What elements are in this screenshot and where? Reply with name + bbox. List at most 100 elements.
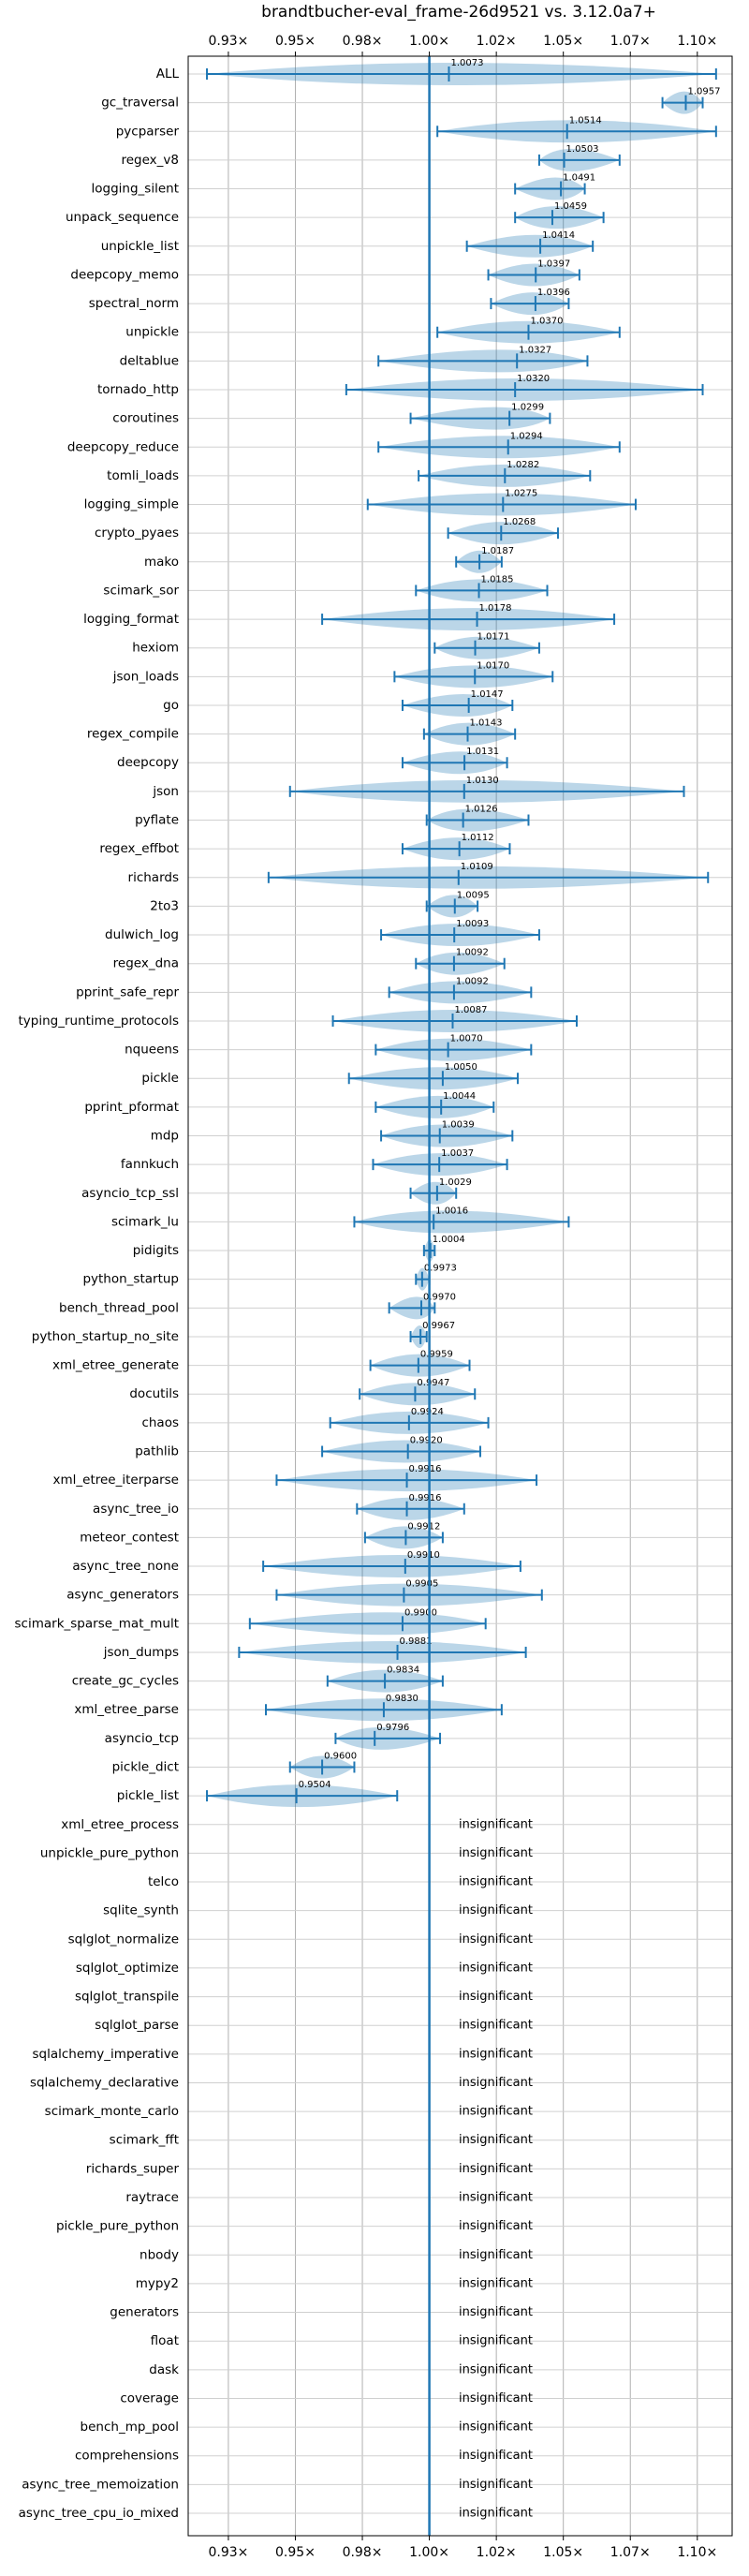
category-label: meteor_contest — [80, 1530, 179, 1545]
category-label: nbody — [140, 2247, 179, 2262]
value-label: 0.9830 — [386, 1694, 419, 1704]
category-label: spectral_norm — [89, 296, 179, 311]
note-label: insignificant — [459, 2362, 533, 2376]
value-label: 1.0282 — [507, 460, 539, 470]
value-label: 1.0185 — [481, 574, 514, 585]
category-label: json_loads — [112, 669, 179, 684]
value-label: 1.0459 — [554, 201, 587, 212]
chart-title: brandtbucher-eval_frame-26d9521 vs. 3.12… — [261, 3, 656, 22]
note-label: insignificant — [459, 2421, 533, 2435]
value-label: 1.0957 — [687, 87, 720, 97]
value-label: 1.0396 — [537, 288, 570, 298]
value-label: 1.0044 — [443, 1091, 476, 1102]
category-label: pyflate — [135, 813, 179, 828]
value-label: 1.0039 — [442, 1120, 475, 1131]
category-label: sqlalchemy_declarative — [30, 2075, 179, 2090]
category-label: async_generators — [66, 1588, 179, 1603]
category-label: sqlglot_parse — [95, 2018, 179, 2033]
value-label: 0.9905 — [405, 1579, 438, 1590]
value-label: 0.9970 — [423, 1292, 456, 1302]
value-label: 1.0327 — [519, 345, 551, 355]
category-label: json_dumps — [103, 1645, 179, 1660]
category-label: scimark_monte_carlo — [45, 2104, 179, 2119]
category-label: raytrace — [125, 2190, 179, 2205]
value-label: 1.0029 — [439, 1177, 472, 1188]
category-label: sqlglot_normalize — [68, 1932, 179, 1947]
category-label: deepcopy_reduce — [67, 439, 179, 454]
x-tick-label: 0.98× — [343, 2545, 383, 2560]
category-label: unpickle — [125, 325, 179, 340]
category-label: tornado_http — [97, 382, 179, 397]
note-label: insignificant — [459, 2133, 533, 2147]
category-label: typing_runtime_protocols — [19, 1014, 180, 1029]
value-label: 1.0037 — [441, 1148, 474, 1159]
value-label: 1.0143 — [470, 718, 503, 729]
x-tick-label: 0.98× — [343, 34, 383, 49]
note-label: insignificant — [459, 2334, 533, 2348]
x-tick-label: 1.05× — [543, 2545, 583, 2560]
x-tick-label: 1.10× — [677, 34, 717, 49]
category-label: dulwich_log — [105, 927, 179, 942]
category-label: json — [152, 784, 179, 799]
value-label: 0.9600 — [324, 1751, 357, 1761]
note-label: insignificant — [459, 2507, 533, 2521]
category-label: 2to3 — [150, 898, 179, 913]
value-label: 1.0178 — [479, 603, 512, 614]
note-label: insignificant — [459, 2162, 533, 2176]
value-label: 0.9916 — [409, 1464, 442, 1474]
category-label: unpickle_list — [101, 239, 179, 254]
category-label: regex_v8 — [121, 153, 179, 168]
category-label: unpack_sequence — [66, 210, 179, 225]
category-label: comprehensions — [75, 2449, 179, 2464]
category-label: regex_compile — [87, 727, 179, 742]
value-label: 0.9920 — [410, 1435, 443, 1445]
category-label: logging_simple — [84, 497, 179, 512]
category-label: create_gc_cycles — [72, 1674, 179, 1689]
category-label: asyncio_tcp — [105, 1731, 179, 1746]
category-label: pickle_pure_python — [56, 2219, 179, 2234]
category-label: unpickle_pure_python — [40, 1845, 179, 1860]
x-tick-label: 1.00× — [409, 34, 449, 49]
category-label: xml_etree_iterparse — [53, 1473, 180, 1488]
category-label: richards — [128, 870, 179, 885]
category-label: mypy2 — [136, 2276, 179, 2291]
value-label: 1.0171 — [477, 632, 510, 643]
category-label: docutils — [129, 1386, 179, 1401]
value-label: 1.0070 — [450, 1034, 483, 1044]
category-label: tomli_loads — [107, 468, 179, 483]
x-tick-label: 1.02× — [477, 34, 517, 49]
value-label: 0.9959 — [420, 1350, 453, 1360]
category-label: richards_super — [86, 2161, 180, 2176]
category-label: async_tree_io — [93, 1502, 179, 1517]
value-label: 1.0016 — [435, 1206, 468, 1216]
x-tick-label: 0.93× — [208, 2545, 248, 2560]
value-label: 1.0397 — [537, 259, 570, 269]
value-label: 0.9967 — [422, 1321, 455, 1331]
category-label: crypto_pyaes — [95, 526, 179, 540]
category-label: scimark_sparse_mat_mult — [15, 1616, 179, 1631]
x-tick-label: 0.95× — [275, 2545, 316, 2560]
value-label: 0.9912 — [407, 1521, 440, 1532]
value-label: 1.0503 — [566, 144, 599, 155]
note-label: insignificant — [459, 2478, 533, 2492]
note-label: insignificant — [459, 1932, 533, 1947]
value-label: 1.0268 — [503, 517, 536, 527]
note-label: insignificant — [459, 2019, 533, 2033]
value-label: 1.0131 — [466, 747, 499, 757]
category-label: go — [163, 698, 179, 713]
category-label: mdp — [151, 1129, 179, 1144]
note-label: insignificant — [459, 2248, 533, 2262]
category-label: regex_dna — [113, 956, 179, 971]
category-label: logging_format — [83, 612, 179, 627]
category-label: bench_thread_pool — [59, 1300, 179, 1315]
value-label: 1.0294 — [510, 431, 543, 441]
category-label: coverage — [120, 2391, 179, 2406]
x-tick-label: 0.93× — [208, 34, 248, 49]
category-label: xml_etree_parse — [74, 1702, 179, 1717]
value-label: 1.0092 — [456, 948, 489, 958]
value-label: 1.0109 — [461, 862, 493, 872]
category-label: pickle_list — [117, 1788, 179, 1803]
value-label: 1.0299 — [511, 403, 544, 413]
category-label: deltablue — [120, 353, 179, 368]
category-label: sqlglot_optimize — [76, 1961, 179, 1976]
